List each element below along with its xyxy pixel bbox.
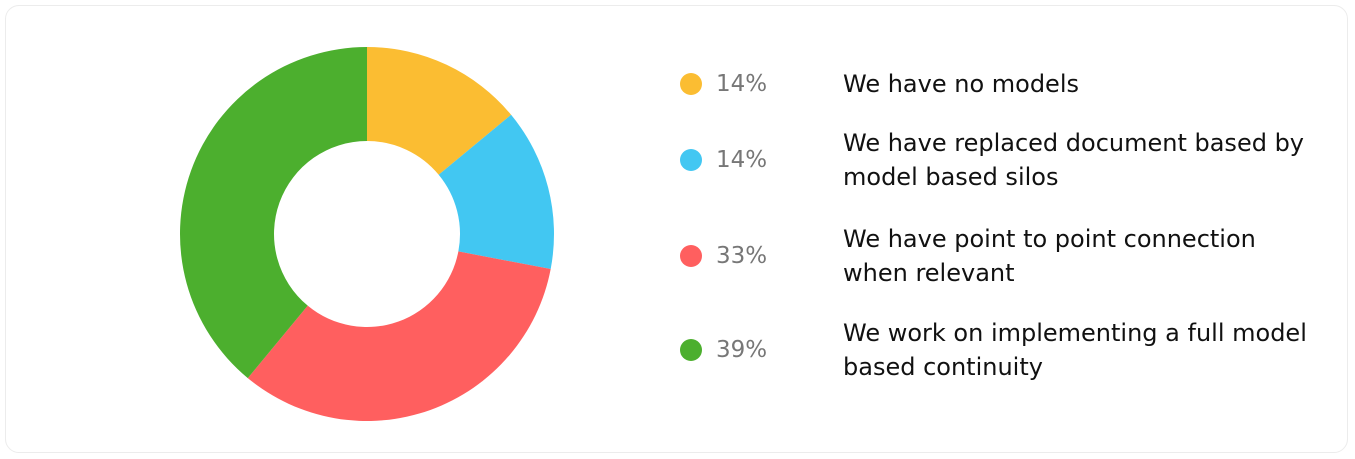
legend-label: We have point to point connection when r… [843,225,1256,287]
value-label: 33% [716,243,768,269]
donut-slice [180,46,367,379]
legend-label: We have replaced document based by model… [843,129,1305,191]
donut-slice [438,114,554,270]
value-label: 14% [716,71,768,97]
legend-item: 14% We have replaced document based by mo… [680,126,1313,194]
donut-slice [247,251,551,422]
legend-marker [680,73,702,95]
legend-marker [680,339,702,361]
legend-item: 33% We have point to point connection whe… [680,222,1313,290]
legend-marker [680,245,702,267]
legend-label: We have no models [843,70,1079,98]
donut-slice [367,47,512,175]
legend: 14% We have no models 14% We have replaced … [680,0,1340,459]
value-label: 14% [716,147,768,173]
legend-item: 14% We have no models [680,67,1313,101]
legend-marker [680,149,702,171]
value-label: 39% [716,337,768,363]
legend-item: 39% We work on implementing a full model … [680,316,1313,384]
donut-chart [180,46,554,422]
legend-label: We work on implementing a full model bas… [843,319,1307,381]
